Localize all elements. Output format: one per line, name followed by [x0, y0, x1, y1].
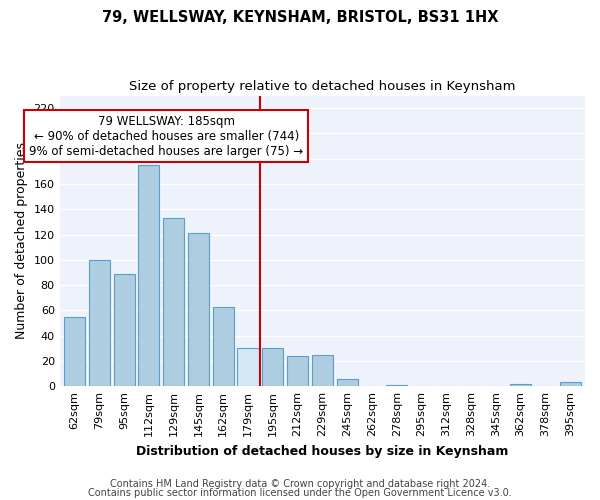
Bar	[238, 348, 259, 386]
Text: 79, WELLSWAY, KEYNSHAM, BRISTOL, BS31 1HX: 79, WELLSWAY, KEYNSHAM, BRISTOL, BS31 1H…	[102, 10, 498, 25]
Title: Size of property relative to detached houses in Keynsham: Size of property relative to detached ho…	[129, 80, 515, 93]
Bar	[560, 382, 581, 386]
Text: Contains public sector information licensed under the Open Government Licence v3: Contains public sector information licen…	[88, 488, 512, 498]
Bar	[89, 260, 110, 386]
Bar	[139, 165, 160, 386]
Bar	[337, 378, 358, 386]
Bar	[163, 218, 184, 386]
Y-axis label: Number of detached properties: Number of detached properties	[15, 142, 28, 340]
Bar	[510, 384, 531, 386]
Bar	[287, 356, 308, 386]
Bar	[113, 274, 134, 386]
Bar	[188, 234, 209, 386]
Bar	[312, 354, 333, 386]
Bar	[262, 348, 283, 386]
Text: Contains HM Land Registry data © Crown copyright and database right 2024.: Contains HM Land Registry data © Crown c…	[110, 479, 490, 489]
X-axis label: Distribution of detached houses by size in Keynsham: Distribution of detached houses by size …	[136, 444, 509, 458]
Bar	[212, 306, 234, 386]
Bar	[386, 385, 407, 386]
Text: 79 WELLSWAY: 185sqm
← 90% of detached houses are smaller (744)
9% of semi-detach: 79 WELLSWAY: 185sqm ← 90% of detached ho…	[29, 114, 303, 158]
Bar	[64, 316, 85, 386]
